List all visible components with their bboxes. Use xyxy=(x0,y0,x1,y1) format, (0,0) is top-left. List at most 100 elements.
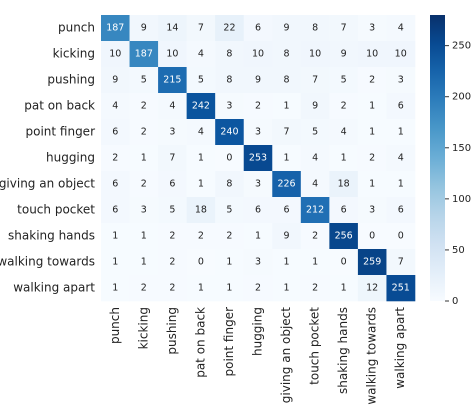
heatmap-cell xyxy=(272,275,302,302)
cell-value: 3 xyxy=(169,127,175,138)
heatmap-cell xyxy=(386,249,416,276)
cell-value: 1 xyxy=(112,257,118,268)
cell-value: 5 xyxy=(169,205,175,216)
cell-value: 4 xyxy=(312,153,318,164)
heatmap-cell xyxy=(386,41,416,68)
cell-value: 3 xyxy=(255,127,261,138)
cell-value: 8 xyxy=(226,75,232,86)
cell-value: 8 xyxy=(312,23,318,34)
cell-value: 1 xyxy=(369,179,375,190)
cell-value: 8 xyxy=(284,49,290,60)
heatmap-cell xyxy=(101,145,130,172)
heatmap-cell xyxy=(300,67,330,94)
cell-value: 0 xyxy=(341,257,347,268)
cell-value: 240 xyxy=(220,127,238,138)
heatmap-cell xyxy=(357,145,387,172)
row-label: touch pocket xyxy=(17,203,95,217)
heatmap-cell xyxy=(272,67,302,94)
heatmap-cell xyxy=(101,15,130,42)
cell-value: 187 xyxy=(106,23,124,34)
cell-value: 259 xyxy=(363,257,381,268)
cell-value: 0 xyxy=(198,257,204,268)
column-label: point finger xyxy=(222,307,236,377)
column-label: giving an object xyxy=(279,307,293,403)
cell-value: 9 xyxy=(312,101,318,112)
heatmap-cell xyxy=(101,41,130,68)
cell-value: 5 xyxy=(198,75,204,86)
heatmap-cell xyxy=(329,67,359,94)
heatmap-cell xyxy=(129,197,159,224)
heatmap-cell xyxy=(357,119,387,146)
cell-value: 1 xyxy=(398,127,404,138)
cell-value: 1 xyxy=(198,179,204,190)
column-label: pushing xyxy=(165,307,179,355)
row-label: hugging xyxy=(46,151,95,165)
heatmap-cell xyxy=(129,223,159,250)
heatmap-cell xyxy=(215,67,245,94)
heatmap-cell xyxy=(243,67,273,94)
heatmap-cell xyxy=(158,67,187,94)
heatmap-cell xyxy=(272,171,302,198)
heatmap-cell xyxy=(329,275,359,302)
cell-value: 5 xyxy=(312,127,318,138)
cell-value: 2 xyxy=(312,231,318,242)
cell-value: 0 xyxy=(226,153,232,164)
cell-value: 2 xyxy=(141,127,147,138)
cell-value: 3 xyxy=(141,205,147,216)
colorbar-tick-label: 0 xyxy=(452,296,458,307)
cell-value: 1 xyxy=(312,257,318,268)
heatmap-cell xyxy=(129,41,159,68)
cell-value: 1 xyxy=(112,283,118,294)
heatmap-cell xyxy=(158,171,187,198)
heatmap-cell xyxy=(386,275,416,302)
cell-value: 2 xyxy=(141,179,147,190)
heatmap-cell xyxy=(215,119,245,146)
cell-value: 8 xyxy=(226,179,232,190)
column-label: touch pocket xyxy=(308,307,322,385)
cell-value: 2 xyxy=(169,283,175,294)
cell-value: 1 xyxy=(255,231,261,242)
row-label: pat on back xyxy=(24,99,95,113)
cell-value: 14 xyxy=(166,23,178,34)
cell-value: 2 xyxy=(112,153,118,164)
heatmap-cell xyxy=(243,15,273,42)
heatmap-cell xyxy=(272,93,302,120)
heatmap-cell xyxy=(101,67,130,94)
cell-value: 2 xyxy=(255,283,261,294)
cell-value: 6 xyxy=(398,101,404,112)
heatmap-cell xyxy=(158,15,187,42)
cell-value: 2 xyxy=(141,101,147,112)
heatmap-cell xyxy=(386,171,416,198)
heatmap-cell xyxy=(158,93,187,120)
column-label: pat on back xyxy=(193,307,207,378)
heatmap-cell xyxy=(243,171,273,198)
cell-value: 6 xyxy=(341,205,347,216)
row-label: point finger xyxy=(25,125,95,139)
heatmap-cell xyxy=(272,15,302,42)
heatmap-cell xyxy=(272,41,302,68)
cell-value: 1 xyxy=(141,231,147,242)
cell-value: 1 xyxy=(226,283,232,294)
cell-value: 1 xyxy=(341,283,347,294)
heatmap-cell xyxy=(300,197,330,224)
cell-value: 7 xyxy=(341,23,347,34)
column-label: kicking xyxy=(136,307,150,349)
heatmap-cell xyxy=(329,15,359,42)
heatmap-cell xyxy=(215,15,245,42)
cell-value: 9 xyxy=(284,23,290,34)
heatmap-cell xyxy=(101,119,130,146)
heatmap-cell xyxy=(357,41,387,68)
heatmap-cell xyxy=(215,223,245,250)
cell-value: 0 xyxy=(369,231,375,242)
heatmap-cell xyxy=(101,197,130,224)
heatmap-cell xyxy=(329,171,359,198)
heatmap-cell xyxy=(243,41,273,68)
cell-value: 8 xyxy=(284,75,290,86)
cell-value: 9 xyxy=(255,75,261,86)
cell-value: 2 xyxy=(369,153,375,164)
cell-value: 4 xyxy=(341,127,347,138)
row-label: shaking hands xyxy=(8,229,95,243)
heatmap-cell xyxy=(329,93,359,120)
cell-value: 1 xyxy=(341,153,347,164)
cell-value: 10 xyxy=(109,49,121,60)
